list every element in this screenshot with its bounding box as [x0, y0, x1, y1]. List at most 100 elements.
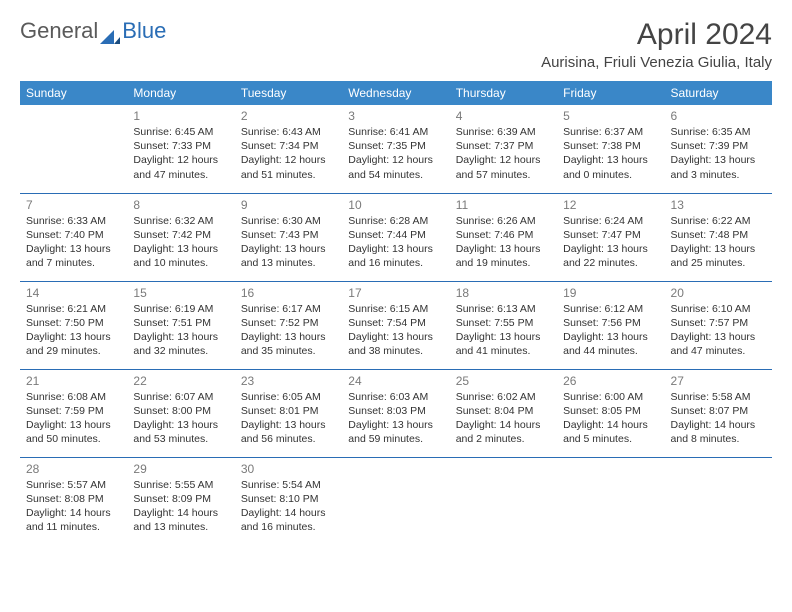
day-number: 18: [456, 286, 551, 300]
daylight-text-2: and 2 minutes.: [456, 432, 551, 446]
daylight-text-2: and 10 minutes.: [133, 256, 228, 270]
brand-part2: Blue: [122, 18, 166, 44]
day-number: 8: [133, 198, 228, 212]
daylight-text-2: and 32 minutes.: [133, 344, 228, 358]
daylight-text-1: Daylight: 12 hours: [456, 153, 551, 167]
sunrise-text: Sunrise: 6:39 AM: [456, 125, 551, 139]
sunset-text: Sunset: 7:47 PM: [563, 228, 658, 242]
day-number: 16: [241, 286, 336, 300]
sunrise-text: Sunrise: 6:43 AM: [241, 125, 336, 139]
day-cell: 21Sunrise: 6:08 AMSunset: 7:59 PMDayligh…: [20, 369, 127, 457]
day-number: 13: [671, 198, 766, 212]
day-cell: [20, 105, 127, 193]
sunset-text: Sunset: 7:46 PM: [456, 228, 551, 242]
sunset-text: Sunset: 8:07 PM: [671, 404, 766, 418]
day-cell: 6Sunrise: 6:35 AMSunset: 7:39 PMDaylight…: [665, 105, 772, 193]
day-cell: 2Sunrise: 6:43 AMSunset: 7:34 PMDaylight…: [235, 105, 342, 193]
sunrise-text: Sunrise: 6:12 AM: [563, 302, 658, 316]
sunrise-text: Sunrise: 6:22 AM: [671, 214, 766, 228]
daylight-text-1: Daylight: 13 hours: [671, 242, 766, 256]
sunrise-text: Sunrise: 5:55 AM: [133, 478, 228, 492]
day-number: 5: [563, 109, 658, 123]
day-cell: 28Sunrise: 5:57 AMSunset: 8:08 PMDayligh…: [20, 457, 127, 545]
sunrise-text: Sunrise: 6:03 AM: [348, 390, 443, 404]
sunset-text: Sunset: 7:33 PM: [133, 139, 228, 153]
daylight-text-2: and 7 minutes.: [26, 256, 121, 270]
sunset-text: Sunset: 8:10 PM: [241, 492, 336, 506]
sunrise-text: Sunrise: 6:28 AM: [348, 214, 443, 228]
sunset-text: Sunset: 7:51 PM: [133, 316, 228, 330]
daylight-text-1: Daylight: 13 hours: [26, 418, 121, 432]
table-row: 7Sunrise: 6:33 AMSunset: 7:40 PMDaylight…: [20, 193, 772, 281]
sunrise-text: Sunrise: 6:00 AM: [563, 390, 658, 404]
daylight-text-2: and 50 minutes.: [26, 432, 121, 446]
day-number: 22: [133, 374, 228, 388]
col-friday: Friday: [557, 81, 664, 105]
day-number: 7: [26, 198, 121, 212]
day-cell: 29Sunrise: 5:55 AMSunset: 8:09 PMDayligh…: [127, 457, 234, 545]
sunrise-text: Sunrise: 6:15 AM: [348, 302, 443, 316]
daylight-text-2: and 22 minutes.: [563, 256, 658, 270]
daylight-text-1: Daylight: 13 hours: [348, 330, 443, 344]
title-block: April 2024 Aurisina, Friuli Venezia Giul…: [541, 18, 772, 71]
sunrise-text: Sunrise: 6:32 AM: [133, 214, 228, 228]
daylight-text-2: and 41 minutes.: [456, 344, 551, 358]
page-title: April 2024: [541, 18, 772, 52]
sunset-text: Sunset: 7:39 PM: [671, 139, 766, 153]
day-cell: 17Sunrise: 6:15 AMSunset: 7:54 PMDayligh…: [342, 281, 449, 369]
day-cell: 18Sunrise: 6:13 AMSunset: 7:55 PMDayligh…: [450, 281, 557, 369]
sunrise-text: Sunrise: 6:30 AM: [241, 214, 336, 228]
day-number: 2: [241, 109, 336, 123]
day-number: 17: [348, 286, 443, 300]
daylight-text-2: and 8 minutes.: [671, 432, 766, 446]
brand-logo: General Blue: [20, 18, 166, 44]
daylight-text-1: Daylight: 13 hours: [241, 242, 336, 256]
daylight-text-2: and 0 minutes.: [563, 168, 658, 182]
sunrise-text: Sunrise: 6:10 AM: [671, 302, 766, 316]
daylight-text-1: Daylight: 13 hours: [348, 418, 443, 432]
daylight-text-2: and 57 minutes.: [456, 168, 551, 182]
sunrise-text: Sunrise: 6:08 AM: [26, 390, 121, 404]
daylight-text-1: Daylight: 14 hours: [241, 506, 336, 520]
sunset-text: Sunset: 7:59 PM: [26, 404, 121, 418]
day-number: 9: [241, 198, 336, 212]
day-cell: 11Sunrise: 6:26 AMSunset: 7:46 PMDayligh…: [450, 193, 557, 281]
sunset-text: Sunset: 7:56 PM: [563, 316, 658, 330]
day-cell: 9 Sunrise: 6:30 AMSunset: 7:43 PMDaylight…: [235, 193, 342, 281]
day-number: 12: [563, 198, 658, 212]
col-saturday: Saturday: [665, 81, 772, 105]
col-monday: Monday: [127, 81, 234, 105]
daylight-text-1: Daylight: 13 hours: [671, 153, 766, 167]
day-cell: 22Sunrise: 6:07 AMSunset: 8:00 PMDayligh…: [127, 369, 234, 457]
sunset-text: Sunset: 7:55 PM: [456, 316, 551, 330]
sunset-text: Sunset: 7:35 PM: [348, 139, 443, 153]
daylight-text-2: and 19 minutes.: [456, 256, 551, 270]
daylight-text-2: and 47 minutes.: [133, 168, 228, 182]
sunrise-text: Sunrise: 6:24 AM: [563, 214, 658, 228]
sunrise-text: Sunrise: 6:21 AM: [26, 302, 121, 316]
daylight-text-2: and 35 minutes.: [241, 344, 336, 358]
day-number: 27: [671, 374, 766, 388]
day-cell: 27Sunrise: 5:58 AMSunset: 8:07 PMDayligh…: [665, 369, 772, 457]
daylight-text-2: and 25 minutes.: [671, 256, 766, 270]
daylight-text-1: Daylight: 12 hours: [133, 153, 228, 167]
sunset-text: Sunset: 7:37 PM: [456, 139, 551, 153]
daylight-text-2: and 59 minutes.: [348, 432, 443, 446]
daylight-text-1: Daylight: 14 hours: [563, 418, 658, 432]
day-number: 15: [133, 286, 228, 300]
sunrise-text: Sunrise: 6:37 AM: [563, 125, 658, 139]
day-cell: [557, 457, 664, 545]
day-number: 28: [26, 462, 121, 476]
table-row: 14Sunrise: 6:21 AMSunset: 7:50 PMDayligh…: [20, 281, 772, 369]
daylight-text-2: and 54 minutes.: [348, 168, 443, 182]
sunset-text: Sunset: 7:43 PM: [241, 228, 336, 242]
daylight-text-2: and 16 minutes.: [348, 256, 443, 270]
sunset-text: Sunset: 8:01 PM: [241, 404, 336, 418]
sunrise-text: Sunrise: 6:33 AM: [26, 214, 121, 228]
day-number: 14: [26, 286, 121, 300]
day-number: 6: [671, 109, 766, 123]
sunrise-text: Sunrise: 6:07 AM: [133, 390, 228, 404]
sunset-text: Sunset: 8:04 PM: [456, 404, 551, 418]
day-cell: 10Sunrise: 6:28 AMSunset: 7:44 PMDayligh…: [342, 193, 449, 281]
sunset-text: Sunset: 8:00 PM: [133, 404, 228, 418]
